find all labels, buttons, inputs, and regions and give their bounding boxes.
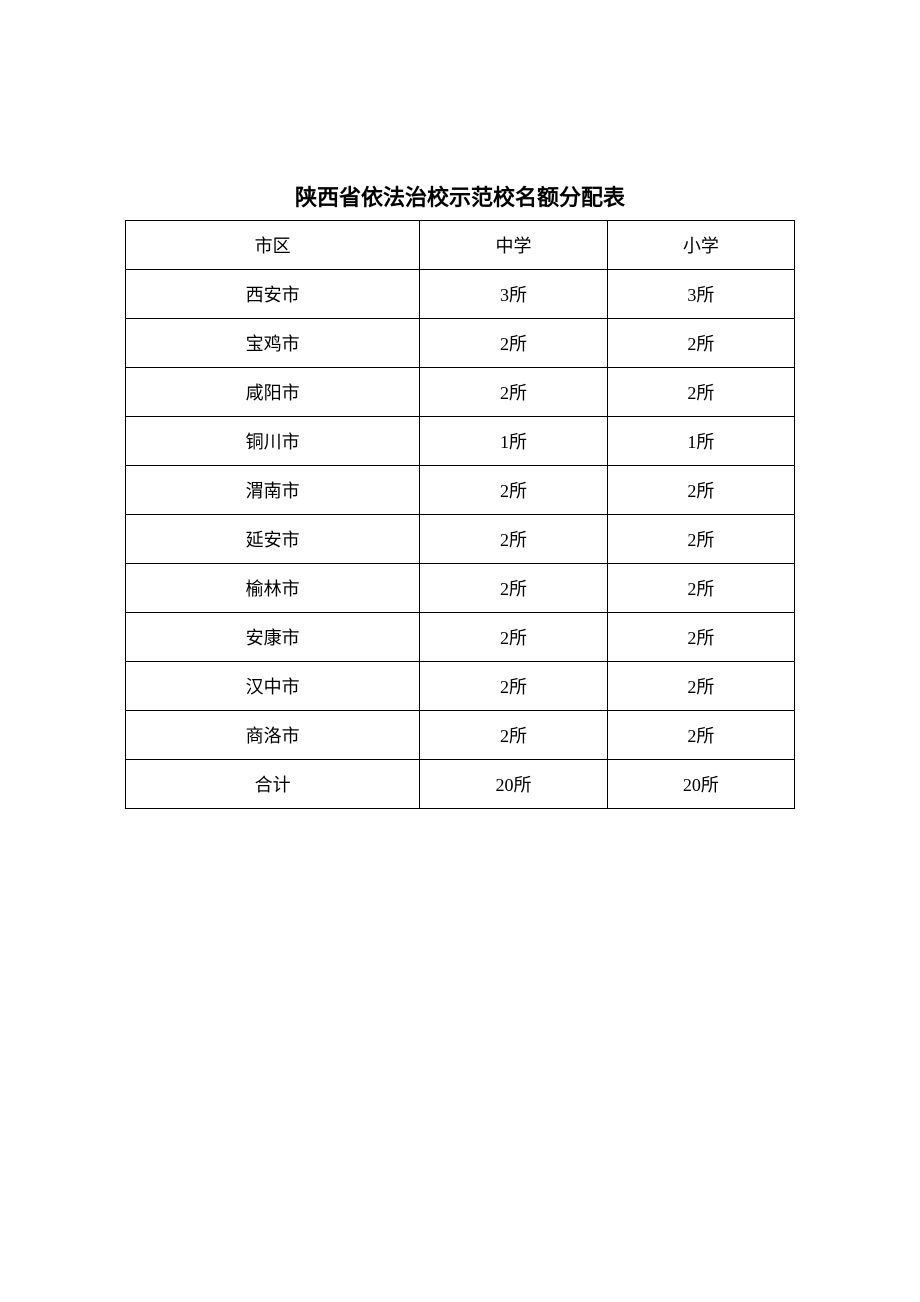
- table-row: 安康市 2所 2所: [126, 613, 795, 662]
- table-row: 汉中市 2所 2所: [126, 662, 795, 711]
- cell-district: 榆林市: [126, 564, 420, 613]
- cell-district: 咸阳市: [126, 368, 420, 417]
- cell-district: 渭南市: [126, 466, 420, 515]
- table-header-row: 市区 中学 小学: [126, 221, 795, 270]
- document-container: 陕西省依法治校示范校名额分配表 市区 中学 小学 西安市 3所 3所 宝鸡市 2…: [125, 180, 795, 809]
- cell-district: 汉中市: [126, 662, 420, 711]
- table-row: 延安市 2所 2所: [126, 515, 795, 564]
- cell-primary: 2所: [607, 368, 794, 417]
- cell-middle: 1所: [420, 417, 607, 466]
- column-header-primary-school: 小学: [607, 221, 794, 270]
- cell-middle: 2所: [420, 466, 607, 515]
- cell-primary: 3所: [607, 270, 794, 319]
- column-header-district: 市区: [126, 221, 420, 270]
- column-header-middle-school: 中学: [420, 221, 607, 270]
- cell-district-total: 合计: [126, 760, 420, 809]
- table-row: 商洛市 2所 2所: [126, 711, 795, 760]
- cell-primary: 2所: [607, 466, 794, 515]
- cell-middle: 2所: [420, 515, 607, 564]
- page-title: 陕西省依法治校示范校名额分配表: [125, 180, 795, 212]
- cell-primary: 1所: [607, 417, 794, 466]
- allocation-table: 市区 中学 小学 西安市 3所 3所 宝鸡市 2所 2所 咸阳市 2所 2所: [125, 220, 795, 809]
- cell-middle: 2所: [420, 613, 607, 662]
- cell-middle: 2所: [420, 662, 607, 711]
- cell-middle: 2所: [420, 711, 607, 760]
- cell-middle: 2所: [420, 319, 607, 368]
- table-row: 西安市 3所 3所: [126, 270, 795, 319]
- cell-primary: 2所: [607, 319, 794, 368]
- cell-primary: 2所: [607, 564, 794, 613]
- cell-primary: 2所: [607, 711, 794, 760]
- table-row: 宝鸡市 2所 2所: [126, 319, 795, 368]
- cell-middle: 2所: [420, 368, 607, 417]
- cell-district: 铜川市: [126, 417, 420, 466]
- cell-middle: 2所: [420, 564, 607, 613]
- cell-district: 延安市: [126, 515, 420, 564]
- table-row: 渭南市 2所 2所: [126, 466, 795, 515]
- table-row: 铜川市 1所 1所: [126, 417, 795, 466]
- cell-primary-total: 20所: [607, 760, 794, 809]
- cell-district: 安康市: [126, 613, 420, 662]
- cell-district: 商洛市: [126, 711, 420, 760]
- table-row-total: 合计 20所 20所: [126, 760, 795, 809]
- cell-district: 宝鸡市: [126, 319, 420, 368]
- cell-middle-total: 20所: [420, 760, 607, 809]
- table-body: 西安市 3所 3所 宝鸡市 2所 2所 咸阳市 2所 2所 铜川市 1所 1所 …: [126, 270, 795, 809]
- cell-primary: 2所: [607, 613, 794, 662]
- cell-primary: 2所: [607, 515, 794, 564]
- cell-primary: 2所: [607, 662, 794, 711]
- table-row: 榆林市 2所 2所: [126, 564, 795, 613]
- cell-district: 西安市: [126, 270, 420, 319]
- table-row: 咸阳市 2所 2所: [126, 368, 795, 417]
- cell-middle: 3所: [420, 270, 607, 319]
